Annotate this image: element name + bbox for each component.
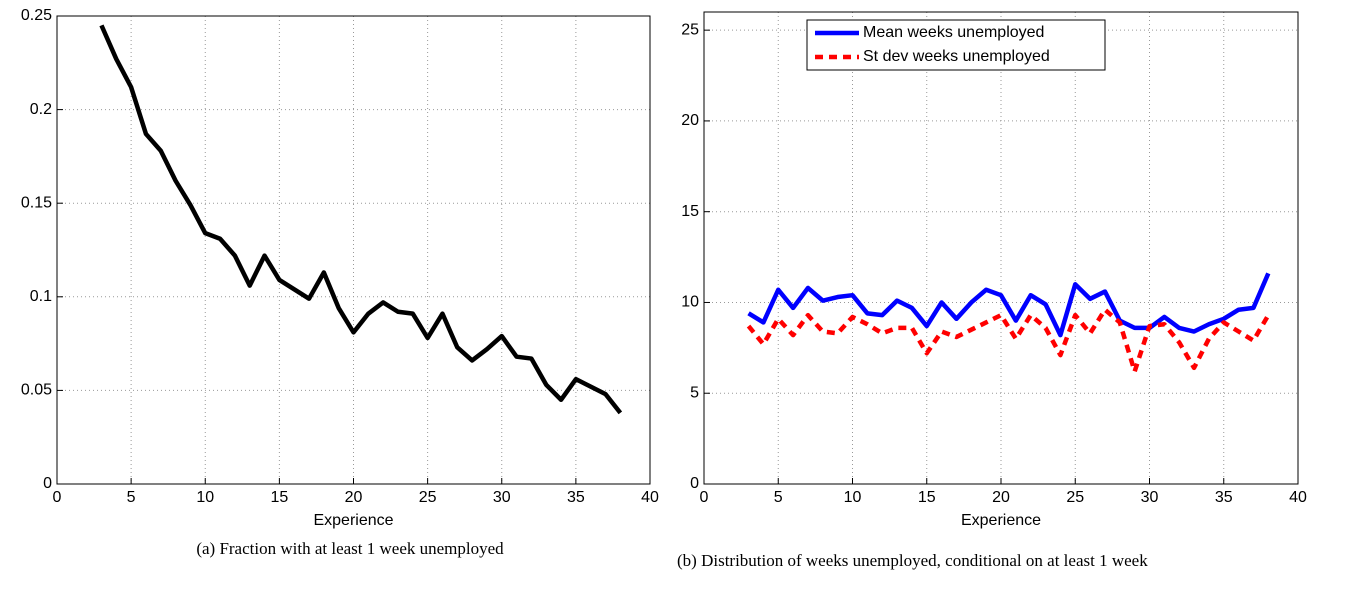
data-line (747, 272, 1271, 338)
x-tick-label: 40 (641, 489, 659, 506)
x-tick-label: 25 (1066, 489, 1084, 506)
axes-frame (56, 15, 651, 485)
y-tick-label: 20 (681, 112, 699, 129)
x-axis-label: Experience (313, 512, 393, 529)
y-tick-label: 0.1 (30, 288, 52, 305)
x-tick-label: 35 (1215, 489, 1233, 506)
x-tick-label: 0 (53, 489, 62, 506)
x-tick-label: 20 (992, 489, 1010, 506)
y-tick-label: 10 (681, 294, 699, 311)
y-tick-label: 25 (681, 21, 699, 38)
plot-area (57, 16, 650, 484)
x-tick-label: 0 (700, 489, 709, 506)
x-tick-label: 15 (270, 489, 288, 506)
x-tick-label: 30 (493, 489, 511, 506)
caption: (a) Fraction with at least 1 week unempl… (196, 539, 504, 558)
x-tick-label: 25 (419, 489, 437, 506)
y-tick-label: 0.2 (30, 101, 52, 118)
x-tick-label: 10 (196, 489, 214, 506)
x-tick-label: 40 (1289, 489, 1307, 506)
legend-label: Mean weeks unemployed (863, 24, 1044, 41)
data-line (99, 24, 623, 415)
x-axis-label: Experience (961, 512, 1041, 529)
x-tick-label: 35 (567, 489, 585, 506)
y-tick-label: 0.15 (21, 194, 52, 211)
caption: (b) Distribution of weeks unemployed, co… (677, 551, 1148, 570)
y-tick-label: 0 (690, 475, 699, 492)
data-line (746, 307, 1271, 374)
y-tick-label: 0.05 (21, 382, 52, 399)
x-tick-label: 20 (345, 489, 363, 506)
y-tick-label: 15 (681, 203, 699, 220)
y-tick-label: 5 (690, 384, 699, 401)
x-tick-label: 10 (844, 489, 862, 506)
x-tick-label: 5 (127, 489, 136, 506)
y-tick-label: 0.25 (21, 7, 52, 24)
axes-frame (703, 11, 1299, 485)
y-tick-label: 0 (43, 475, 52, 492)
legend-box (806, 19, 1106, 71)
x-tick-label: 15 (918, 489, 936, 506)
x-tick-label: 5 (774, 489, 783, 506)
x-tick-label: 30 (1141, 489, 1159, 506)
legend-label: St dev weeks unemployed (863, 48, 1050, 65)
